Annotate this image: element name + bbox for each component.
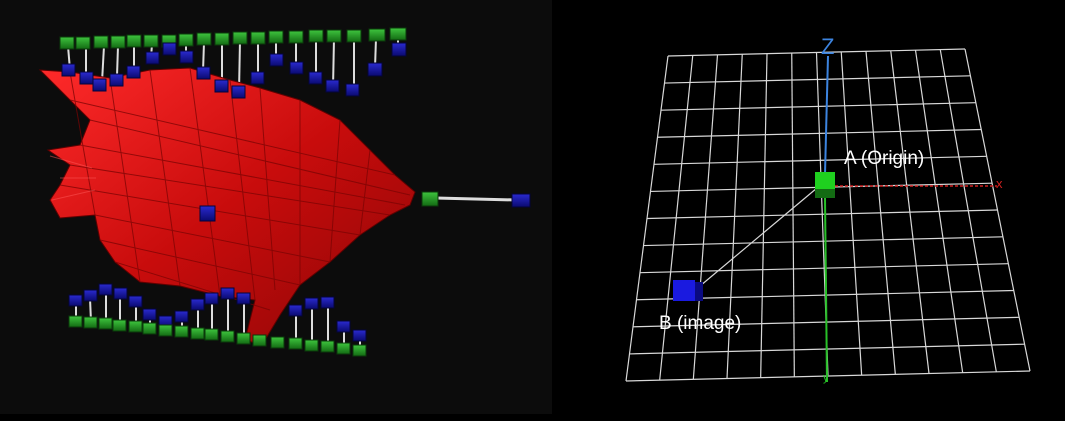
top-green-cubes <box>59 27 407 50</box>
grid-line-horizontal <box>657 128 982 138</box>
grid-line-horizontal <box>667 48 966 57</box>
mouth-stick <box>421 191 531 208</box>
right-3d-viewport[interactable]: Z x y A (Origin) B (image) <box>555 0 1065 421</box>
grid-line-horizontal <box>625 370 1031 382</box>
y-axis-label: y <box>823 372 829 384</box>
image-label: B (image) <box>659 313 742 334</box>
grid-line-horizontal <box>646 209 998 220</box>
fish-scene <box>38 27 531 357</box>
fish-mesh <box>38 67 416 346</box>
grid-line-horizontal <box>639 263 1009 274</box>
grid-scene <box>625 48 1031 383</box>
x-axis-label: x <box>996 176 1003 191</box>
grid-line-horizontal <box>664 75 971 84</box>
left-3d-viewport[interactable] <box>0 0 552 414</box>
origin-image-link <box>699 187 818 287</box>
image-cube[interactable] <box>673 280 703 301</box>
z-axis <box>824 55 829 175</box>
grid-line-horizontal <box>653 155 987 165</box>
y-axis <box>824 197 828 383</box>
grid-line-horizontal <box>660 102 976 111</box>
top-blue-cubes <box>61 42 407 99</box>
origin-label: A (Origin) <box>844 148 925 169</box>
origin-cube[interactable] <box>815 172 835 198</box>
z-axis-label: Z <box>821 34 835 59</box>
grid-line-horizontal <box>643 236 1003 247</box>
bottom-green-cubes <box>68 315 367 357</box>
bottom-blue-cubes <box>68 283 367 342</box>
